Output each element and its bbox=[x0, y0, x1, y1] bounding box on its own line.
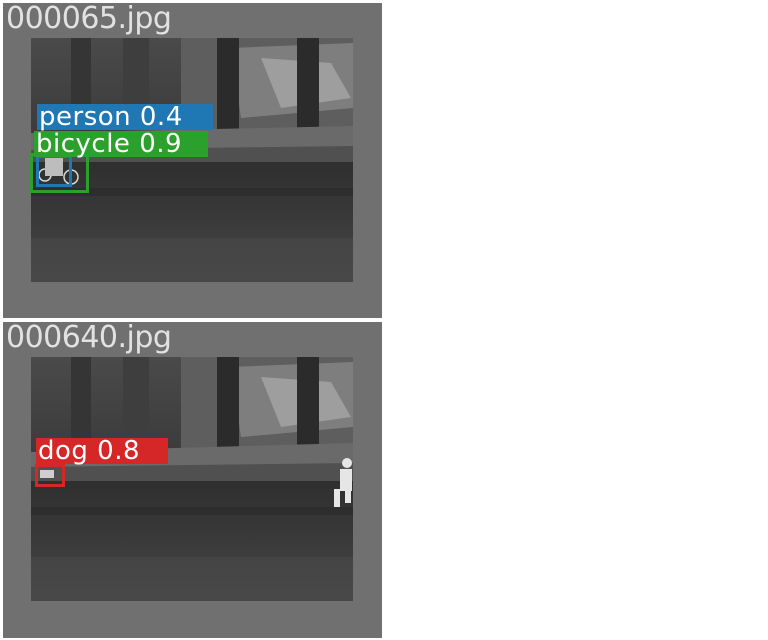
thermal-scene bbox=[31, 357, 353, 601]
person-bounding-box bbox=[36, 155, 72, 187]
filename-label: 000065.jpg bbox=[6, 3, 172, 36]
dog-bounding-box bbox=[35, 464, 65, 487]
thermal-scene bbox=[31, 38, 353, 282]
bicycle-detection-label: bicycle 0.9 bbox=[34, 131, 208, 157]
thermal-image-frame bbox=[31, 357, 353, 601]
person-detection-label: person 0.4 bbox=[37, 104, 213, 130]
thermal-image-frame bbox=[31, 38, 353, 282]
detection-panel-1: 000065.jpg bbox=[3, 3, 382, 318]
detection-panel-2: 000640.jpg bbox=[3, 322, 382, 638]
dog-detection-label: dog 0.8 bbox=[36, 438, 168, 464]
filename-label: 000640.jpg bbox=[6, 322, 172, 355]
